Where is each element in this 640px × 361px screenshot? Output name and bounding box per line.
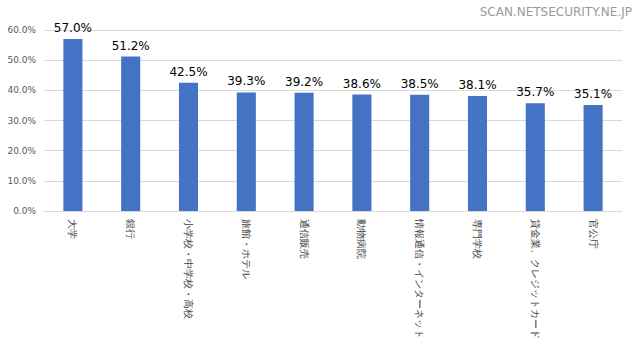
svg-text:20.0%: 20.0%: [7, 146, 36, 156]
svg-text:0.0%: 0.0%: [13, 206, 36, 216]
svg-text:60.0%: 60.0%: [7, 25, 36, 35]
svg-text:小学校・中学校・高校: 小学校・中学校・高校: [183, 219, 194, 319]
svg-text:銀行: 銀行: [125, 219, 136, 239]
svg-text:51.2%: 51.2%: [112, 39, 150, 53]
svg-text:10.0%: 10.0%: [7, 176, 36, 186]
svg-text:通信販売: 通信販売: [299, 219, 310, 259]
svg-text:39.3%: 39.3%: [227, 74, 265, 88]
svg-text:SCAN.NETSECURITY.NE.JP: SCAN.NETSECURITY.NE.JP: [480, 5, 632, 19]
svg-text:38.1%: 38.1%: [458, 78, 496, 92]
svg-text:旅館・ホテル: 旅館・ホテル: [241, 219, 252, 279]
svg-text:38.5%: 38.5%: [401, 77, 439, 91]
svg-text:50.0%: 50.0%: [7, 55, 36, 65]
svg-text:30.0%: 30.0%: [7, 116, 36, 126]
svg-text:57.0%: 57.0%: [54, 21, 92, 35]
svg-text:官公庁: 官公庁: [588, 219, 599, 249]
svg-text:40.0%: 40.0%: [7, 85, 36, 95]
svg-text:貸金業、クレジットカード: 貸金業、クレジットカード: [530, 219, 541, 339]
svg-text:専門学校: 専門学校: [472, 219, 483, 259]
svg-text:35.7%: 35.7%: [516, 85, 554, 99]
svg-text:大学: 大学: [67, 219, 78, 239]
svg-text:動物病院: 動物病院: [356, 219, 367, 259]
svg-text:39.2%: 39.2%: [285, 75, 323, 89]
svg-text:情報通信・インターネット: 情報通信・インターネット: [414, 218, 425, 339]
svg-text:35.1%: 35.1%: [574, 87, 612, 101]
svg-text:42.5%: 42.5%: [169, 65, 207, 79]
svg-text:38.6%: 38.6%: [343, 77, 381, 91]
